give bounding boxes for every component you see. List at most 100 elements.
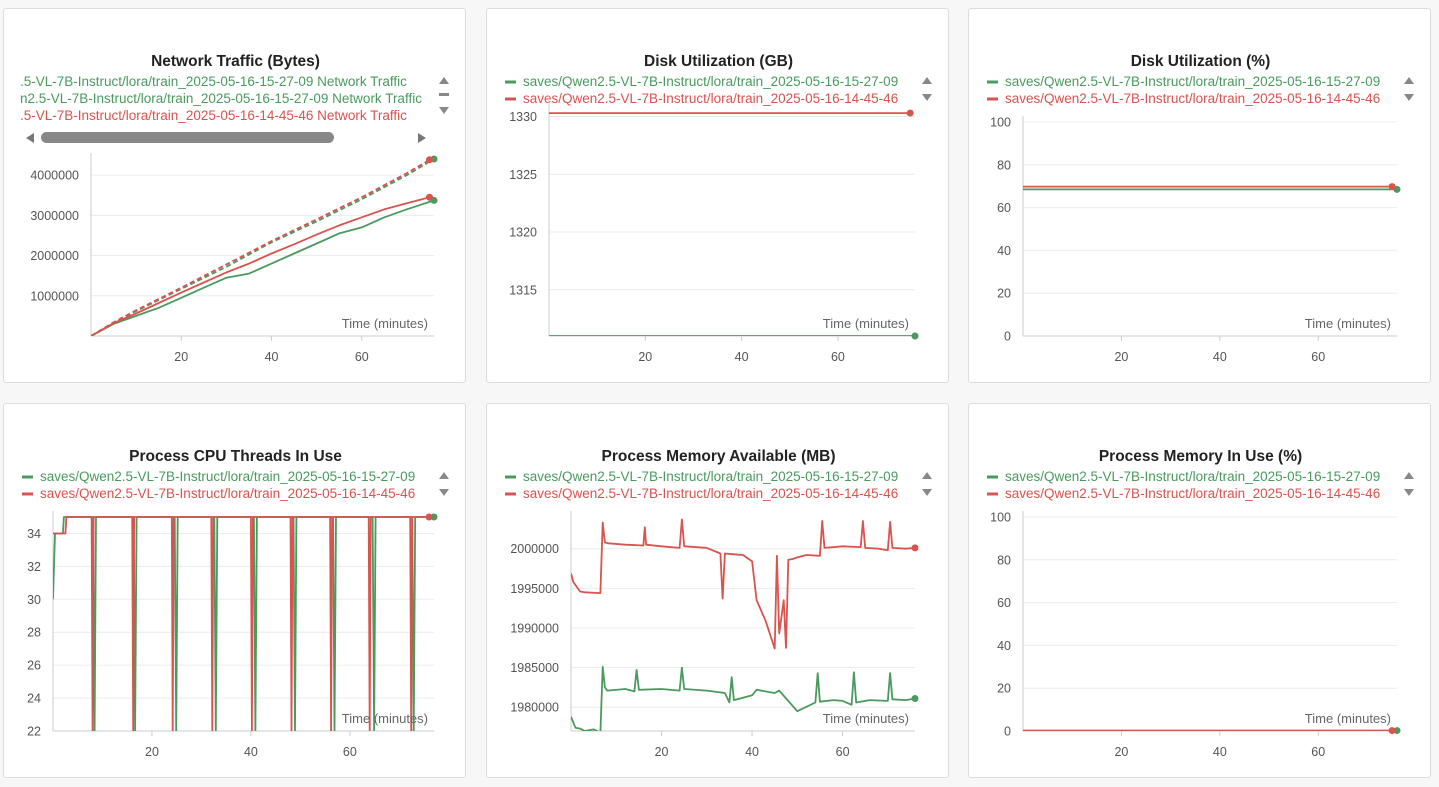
chart-svg: Process Memory Available (MB) saves/Qwen2… [505, 448, 932, 759]
panel-cpu-threads: Process CPU Threads In Use saves/Qwen2.5-… [3, 403, 466, 778]
legend-page-down-icon[interactable] [1404, 94, 1414, 101]
legend-entry[interactable]: saves/Qwen2.5-VL-7B-Instruct/lora/train_… [523, 91, 898, 106]
legend-page-up-icon[interactable] [922, 472, 932, 479]
x-tick-label: 40 [735, 350, 749, 364]
legend-entry[interactable]: saves/Qwen2.5-VL-7B-Instruct/lora/train_… [1005, 469, 1380, 484]
y-tick-label: 1980000 [510, 701, 559, 715]
x-tick-label: 60 [831, 350, 845, 364]
legend-swatch [505, 492, 516, 496]
x-axis-label: Time (minutes) [1305, 316, 1391, 331]
series-end-marker[interactable] [1388, 183, 1396, 191]
x-axis-label: Time (minutes) [1305, 711, 1391, 726]
y-tick-label: 1320 [509, 226, 537, 240]
legend-swatch [987, 475, 998, 479]
y-tick-label: 40 [997, 639, 1011, 653]
legend-entry[interactable]: saves/Qwen2.5-VL-7B-Instruct/lora/train_… [1005, 74, 1380, 89]
legend-entry[interactable]: saves/Qwen2.5-VL-7B-Instruct/lora/train_… [523, 469, 898, 484]
x-axis-label: Time (minutes) [823, 316, 909, 331]
legend-page-down-icon[interactable] [922, 489, 932, 496]
legend-page-down-icon[interactable] [439, 489, 449, 496]
legend-entry[interactable]: saves/Qwen2.5-VL-7B-Instruct/lora/train_… [40, 469, 415, 484]
series-end-marker[interactable] [906, 109, 914, 117]
y-tick-label: 80 [997, 158, 1011, 172]
legend-entry[interactable]: saves/Qwen2.5-VL-7B-Instruct/lora/train_… [1005, 91, 1380, 106]
legend-entry[interactable]: .5-VL-7B-Instruct/lora/train_2025-05-16-… [20, 108, 407, 123]
legend-page-down-icon[interactable] [1404, 489, 1414, 496]
x-tick-label: 20 [1114, 745, 1128, 759]
x-tick-label: 60 [355, 350, 369, 364]
legend-page-up-icon[interactable] [439, 472, 449, 479]
chart-svg: Disk Utilization (GB) saves/Qwen2.5-VL-7B… [505, 53, 932, 364]
legend-page-up-icon[interactable] [1404, 472, 1414, 479]
chart-svg: Process Memory In Use (%) saves/Qwen2.5-V… [987, 448, 1414, 759]
legend-scrollbar[interactable] [26, 132, 426, 143]
y-tick-label: 60 [997, 201, 1011, 215]
x-tick-label: 20 [174, 350, 188, 364]
y-tick-label: 30 [27, 593, 41, 607]
scrollbar-thumb[interactable] [41, 132, 334, 143]
legend-page-up-icon[interactable] [439, 77, 449, 84]
legend-page-down-icon[interactable] [922, 94, 932, 101]
series-end-marker[interactable] [911, 332, 919, 340]
legend-page-up-icon[interactable] [922, 77, 932, 84]
series-line-red[interactable] [91, 196, 430, 336]
chart-title: Disk Utilization (GB) [644, 53, 793, 70]
series-end-marker[interactable] [430, 513, 438, 521]
series-end-marker[interactable] [911, 544, 919, 552]
series-line-green[interactable] [571, 665, 916, 733]
y-tick-label: 100 [990, 116, 1011, 130]
chart-title: Process CPU Threads In Use [129, 448, 342, 465]
legend-swatch [22, 475, 33, 479]
series-end-marker[interactable] [911, 695, 919, 703]
legend-entry[interactable]: saves/Qwen2.5-VL-7B-Instruct/lora/train_… [1005, 486, 1380, 501]
chart-title: Process Memory In Use (%) [1099, 448, 1302, 465]
y-tick-label: 32 [27, 560, 41, 574]
legend-page-up-icon[interactable] [1404, 77, 1414, 84]
y-tick-label: 0 [1004, 725, 1011, 739]
x-tick-label: 20 [145, 745, 159, 759]
y-tick-label: 2000000 [30, 249, 79, 263]
scroll-left-icon[interactable] [26, 133, 34, 143]
chart-title: Disk Utilization (%) [1131, 53, 1271, 70]
legend-entry[interactable]: saves/Qwen2.5-VL-7B-Instruct/lora/train_… [40, 486, 415, 501]
legend-entry[interactable]: .5-VL-7B-Instruct/lora/train_2025-05-16-… [20, 74, 407, 89]
chart-svg: Network Traffic (Bytes) .5-VL-7B-Instruct… [20, 53, 449, 364]
x-tick-label: 60 [1311, 350, 1325, 364]
scroll-right-icon[interactable] [418, 133, 426, 143]
legend-entry[interactable]: saves/Qwen2.5-VL-7B-Instruct/lora/train_… [523, 74, 898, 89]
chart-title: Process Memory Available (MB) [601, 448, 835, 465]
series-line-red[interactable] [571, 518, 916, 650]
x-tick-label: 40 [745, 745, 759, 759]
series-end-marker[interactable] [425, 193, 433, 201]
legend-swatch [505, 97, 516, 101]
chart-svg: Process CPU Threads In Use saves/Qwen2.5-… [22, 448, 449, 759]
chart-title: Network Traffic (Bytes) [151, 53, 320, 70]
legend-entry[interactable]: n2.5-VL-7B-Instruct/lora/train_2025-05-1… [20, 91, 422, 106]
series-line-green-dashed[interactable] [91, 158, 435, 336]
y-tick-label: 1000000 [30, 289, 79, 303]
y-tick-label: 0 [1004, 330, 1011, 344]
panel-network-traffic: Network Traffic (Bytes) .5-VL-7B-Instruct… [3, 8, 466, 383]
y-tick-label: 60 [997, 596, 1011, 610]
y-tick-label: 1985000 [510, 661, 559, 675]
series-end-marker[interactable] [425, 156, 433, 164]
x-tick-label: 60 [343, 745, 357, 759]
series-line-red[interactable] [53, 516, 430, 731]
x-axis-label: Time (minutes) [823, 711, 909, 726]
series-line-green[interactable] [91, 199, 435, 336]
y-tick-label: 2000000 [510, 542, 559, 556]
y-tick-label: 4000000 [30, 169, 79, 183]
x-tick-label: 20 [1114, 350, 1128, 364]
series-end-marker[interactable] [1393, 727, 1401, 735]
y-tick-label: 100 [990, 511, 1011, 525]
series-end-marker[interactable] [1388, 727, 1396, 735]
panel-disk-utilization-pct: Disk Utilization (%) saves/Qwen2.5-VL-7B-… [968, 8, 1431, 383]
panel-disk-utilization-gb: Disk Utilization (GB) saves/Qwen2.5-VL-7B… [486, 8, 949, 383]
series-end-marker[interactable] [425, 513, 433, 521]
y-tick-label: 24 [27, 692, 41, 706]
legend-entry[interactable]: saves/Qwen2.5-VL-7B-Instruct/lora/train_… [523, 486, 898, 501]
series-line-green[interactable] [53, 516, 434, 731]
series-line-red-dashed[interactable] [91, 159, 430, 336]
legend-swatch [505, 80, 516, 84]
legend-page-down-icon[interactable] [439, 107, 449, 114]
